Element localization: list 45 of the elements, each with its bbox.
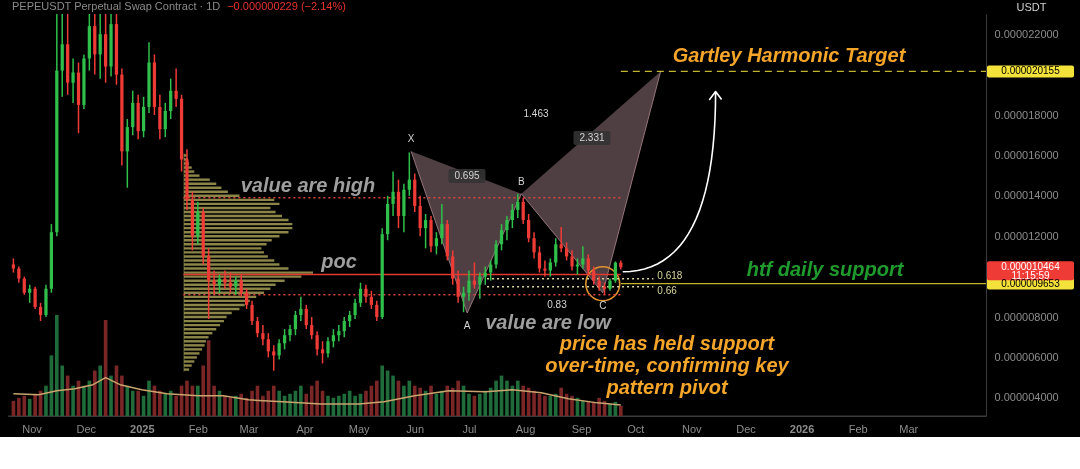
- y-tick-label: 0.000006000: [994, 350, 1059, 363]
- y-tick-label: 0.000018000: [994, 108, 1059, 121]
- x-tick-label: Oct: [627, 422, 645, 435]
- x-tick-label: Aug: [515, 422, 536, 435]
- y-tick-label: 0.000014000: [994, 189, 1059, 202]
- annotation: value are high: [240, 174, 376, 196]
- y-tick-label: 0.000016000: [994, 148, 1059, 161]
- annotation: value are low: [485, 311, 613, 333]
- annotation: 0.83: [547, 299, 568, 310]
- annotation: A: [463, 319, 471, 331]
- x-tick-label: May: [348, 422, 371, 435]
- x-tick-label: Jun: [406, 422, 425, 435]
- x-tick-label: Mar: [239, 422, 259, 435]
- y-tick-label: 0.000012000: [994, 229, 1059, 242]
- annotation: poc: [320, 250, 357, 272]
- annotation: B: [518, 175, 526, 187]
- y-tick-label: 0.000008000: [994, 310, 1059, 323]
- chart-title: PEPEUSDT Perpetual Swap Contract · 1D: [12, 0, 221, 12]
- x-tick-label: Feb: [188, 422, 208, 435]
- x-tick-label: Nov: [22, 422, 43, 435]
- y-axis-title: USDT: [1016, 0, 1047, 13]
- x-tick-label: Jul: [462, 422, 477, 435]
- x-tick-label: 2025: [130, 422, 155, 435]
- y-tick-label: 0.000022000: [994, 27, 1059, 40]
- series-label: 0.66: [657, 284, 678, 296]
- annotation: 0.695: [454, 170, 480, 181]
- x-tick-label: Nov: [682, 422, 703, 435]
- series-label: 0.618: [657, 269, 683, 281]
- ref-line-label: 0.000020155: [1001, 65, 1061, 77]
- annotation: 2.331: [579, 132, 605, 143]
- annotation: C: [599, 299, 607, 311]
- annotation: htf daily support: [746, 258, 905, 280]
- chart-subtitle: −0.000000229 (−2.14%): [227, 0, 346, 12]
- x-tick-label: Dec: [76, 422, 97, 435]
- x-tick-label: Sep: [571, 422, 592, 435]
- annotation: 1.463: [523, 108, 549, 119]
- x-tick-label: Apr: [296, 422, 314, 435]
- annotation: X: [407, 133, 415, 145]
- annotation: Gartley Harmonic Target: [672, 44, 907, 66]
- x-tick-label: Dec: [736, 422, 757, 435]
- x-tick-label: 2026: [789, 422, 815, 435]
- x-tick-label: Mar: [899, 422, 919, 435]
- y-tick-label: 0.000004000: [994, 391, 1059, 404]
- x-tick-label: Feb: [848, 422, 868, 435]
- annotation: price has held support over-time, confirming key pattern pivot: [545, 332, 790, 398]
